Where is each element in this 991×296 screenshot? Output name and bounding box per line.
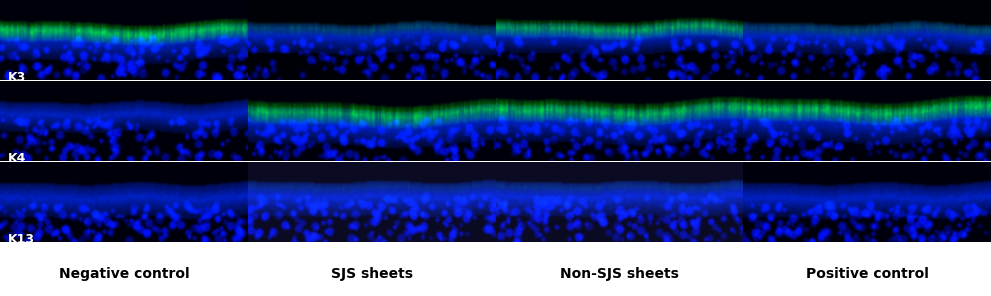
Text: Positive control: Positive control [806, 267, 929, 281]
Text: Non-SJS sheets: Non-SJS sheets [560, 267, 679, 281]
Text: SJS sheets: SJS sheets [331, 267, 412, 281]
Text: K13: K13 [8, 233, 35, 246]
Text: Negative control: Negative control [58, 267, 189, 281]
Text: K3: K3 [8, 71, 26, 84]
Text: K4: K4 [8, 152, 26, 165]
